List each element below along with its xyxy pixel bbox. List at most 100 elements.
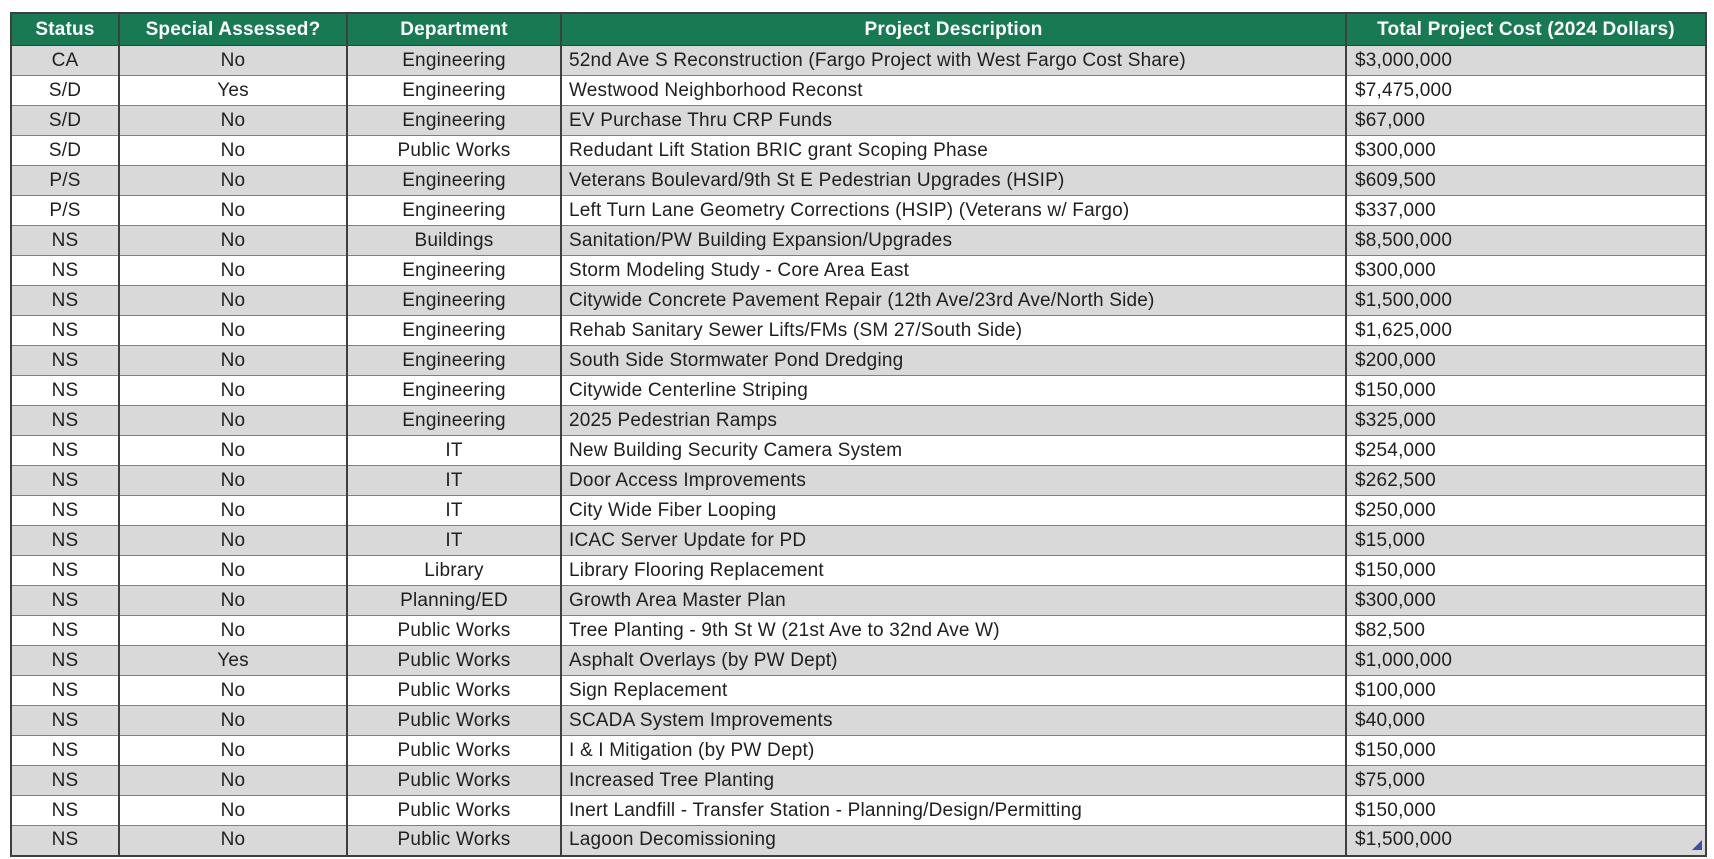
cell-project-description[interactable]: Storm Modeling Study - Core Area East xyxy=(560,255,1347,286)
cell-project-description[interactable]: SCADA System Improvements xyxy=(560,705,1347,736)
cell-total-project-cost[interactable]: $300,000 xyxy=(1345,255,1707,286)
cell-special-assessed[interactable]: Yes xyxy=(118,645,348,676)
cell-project-description[interactable]: Citywide Concrete Pavement Repair (12th … xyxy=(560,285,1347,316)
cell-status[interactable]: NS xyxy=(10,825,120,856)
cell-department[interactable]: Public Works xyxy=(346,825,562,856)
cell-project-description[interactable]: 2025 Pedestrian Ramps xyxy=(560,405,1347,436)
cell-total-project-cost[interactable]: $325,000 xyxy=(1345,405,1707,436)
cell-special-assessed[interactable]: No xyxy=(118,165,348,196)
cell-total-project-cost[interactable]: $15,000 xyxy=(1345,525,1707,556)
cell-status[interactable]: NS xyxy=(10,675,120,706)
cell-project-description[interactable]: South Side Stormwater Pond Dredging xyxy=(560,345,1347,376)
cell-special-assessed[interactable]: No xyxy=(118,525,348,556)
cell-department[interactable]: Engineering xyxy=(346,345,562,376)
cell-status[interactable]: NS xyxy=(10,255,120,286)
cell-project-description[interactable]: Citywide Centerline Striping xyxy=(560,375,1347,406)
header-status[interactable]: Status xyxy=(10,12,120,46)
cell-special-assessed[interactable]: No xyxy=(118,375,348,406)
cell-department[interactable]: Engineering xyxy=(346,405,562,436)
cell-total-project-cost[interactable]: $8,500,000 xyxy=(1345,225,1707,256)
cell-total-project-cost[interactable]: $300,000 xyxy=(1345,585,1707,616)
cell-total-project-cost[interactable]: $200,000 xyxy=(1345,345,1707,376)
cell-total-project-cost[interactable]: $150,000 xyxy=(1345,735,1707,766)
cell-special-assessed[interactable]: No xyxy=(118,105,348,136)
cell-status[interactable]: NS xyxy=(10,645,120,676)
cell-department[interactable]: Public Works xyxy=(346,645,562,676)
cell-special-assessed[interactable]: No xyxy=(118,465,348,496)
cell-total-project-cost[interactable]: $150,000 xyxy=(1345,375,1707,406)
cell-special-assessed[interactable]: No xyxy=(118,135,348,166)
cell-department[interactable]: Engineering xyxy=(346,315,562,346)
cell-project-description[interactable]: Lagoon Decomissioning xyxy=(560,825,1347,856)
cell-special-assessed[interactable]: No xyxy=(118,45,348,76)
cell-status[interactable]: NS xyxy=(10,315,120,346)
cell-special-assessed[interactable]: No xyxy=(118,825,348,856)
cell-department[interactable]: Buildings xyxy=(346,225,562,256)
cell-status[interactable]: NS xyxy=(10,615,120,646)
cell-total-project-cost[interactable]: $82,500 xyxy=(1345,615,1707,646)
cell-status[interactable]: NS xyxy=(10,345,120,376)
cell-department[interactable]: Engineering xyxy=(346,255,562,286)
cell-department[interactable]: IT xyxy=(346,495,562,526)
cell-special-assessed[interactable]: No xyxy=(118,705,348,736)
cell-special-assessed[interactable]: No xyxy=(118,405,348,436)
cell-status[interactable]: CA xyxy=(10,45,120,76)
cell-department[interactable]: Public Works xyxy=(346,735,562,766)
cell-project-description[interactable]: Westwood Neighborhood Reconst xyxy=(560,75,1347,106)
cell-project-description[interactable]: Sign Replacement xyxy=(560,675,1347,706)
cell-department[interactable]: Engineering xyxy=(346,375,562,406)
cell-total-project-cost[interactable]: $262,500 xyxy=(1345,465,1707,496)
cell-department[interactable]: Library xyxy=(346,555,562,586)
cell-status[interactable]: NS xyxy=(10,465,120,496)
cell-special-assessed[interactable]: No xyxy=(118,615,348,646)
cell-total-project-cost[interactable]: $67,000 xyxy=(1345,105,1707,136)
cell-department[interactable]: Engineering xyxy=(346,165,562,196)
cell-department[interactable]: Engineering xyxy=(346,105,562,136)
cell-special-assessed[interactable]: No xyxy=(118,345,348,376)
cell-special-assessed[interactable]: No xyxy=(118,225,348,256)
cell-special-assessed[interactable]: No xyxy=(118,675,348,706)
cell-total-project-cost[interactable]: $609,500 xyxy=(1345,165,1707,196)
cell-total-project-cost[interactable]: $254,000 xyxy=(1345,435,1707,466)
cell-project-description[interactable]: EV Purchase Thru CRP Funds xyxy=(560,105,1347,136)
cell-status[interactable]: S/D xyxy=(10,105,120,136)
cell-status[interactable]: P/S xyxy=(10,195,120,226)
cell-status[interactable]: NS xyxy=(10,435,120,466)
cell-special-assessed[interactable]: No xyxy=(118,495,348,526)
cell-project-description[interactable]: Asphalt Overlays (by PW Dept) xyxy=(560,645,1347,676)
cell-project-description[interactable]: Library Flooring Replacement xyxy=(560,555,1347,586)
cell-department[interactable]: Public Works xyxy=(346,795,562,826)
cell-project-description[interactable]: Veterans Boulevard/9th St E Pedestrian U… xyxy=(560,165,1347,196)
cell-total-project-cost[interactable]: $1,500,000 xyxy=(1345,825,1707,856)
cell-project-description[interactable]: Redudant Lift Station BRIC grant Scoping… xyxy=(560,135,1347,166)
table-fill-handle-icon[interactable] xyxy=(1692,840,1702,850)
cell-project-description[interactable]: 52nd Ave S Reconstruction (Fargo Project… xyxy=(560,45,1347,76)
cell-special-assessed[interactable]: No xyxy=(118,195,348,226)
cell-total-project-cost[interactable]: $1,625,000 xyxy=(1345,315,1707,346)
cell-status[interactable]: NS xyxy=(10,285,120,316)
cell-special-assessed[interactable]: No xyxy=(118,285,348,316)
cell-special-assessed[interactable]: No xyxy=(118,255,348,286)
cell-project-description[interactable]: Increased Tree Planting xyxy=(560,765,1347,796)
cell-special-assessed[interactable]: No xyxy=(118,735,348,766)
cell-special-assessed[interactable]: No xyxy=(118,555,348,586)
cell-total-project-cost[interactable]: $300,000 xyxy=(1345,135,1707,166)
cell-status[interactable]: NS xyxy=(10,765,120,796)
cell-project-description[interactable]: City Wide Fiber Looping xyxy=(560,495,1347,526)
cell-special-assessed[interactable]: No xyxy=(118,315,348,346)
cell-department[interactable]: IT xyxy=(346,435,562,466)
cell-department[interactable]: Engineering xyxy=(346,45,562,76)
cell-total-project-cost[interactable]: $1,500,000 xyxy=(1345,285,1707,316)
cell-status[interactable]: NS xyxy=(10,735,120,766)
cell-status[interactable]: NS xyxy=(10,495,120,526)
cell-total-project-cost[interactable]: $75,000 xyxy=(1345,765,1707,796)
cell-project-description[interactable]: Left Turn Lane Geometry Corrections (HSI… xyxy=(560,195,1347,226)
cell-status[interactable]: NS xyxy=(10,795,120,826)
cell-status[interactable]: S/D xyxy=(10,75,120,106)
cell-total-project-cost[interactable]: $150,000 xyxy=(1345,555,1707,586)
cell-status[interactable]: NS xyxy=(10,585,120,616)
cell-total-project-cost[interactable]: $150,000 xyxy=(1345,795,1707,826)
cell-project-description[interactable]: Door Access Improvements xyxy=(560,465,1347,496)
cell-project-description[interactable]: ICAC Server Update for PD xyxy=(560,525,1347,556)
cell-status[interactable]: NS xyxy=(10,705,120,736)
